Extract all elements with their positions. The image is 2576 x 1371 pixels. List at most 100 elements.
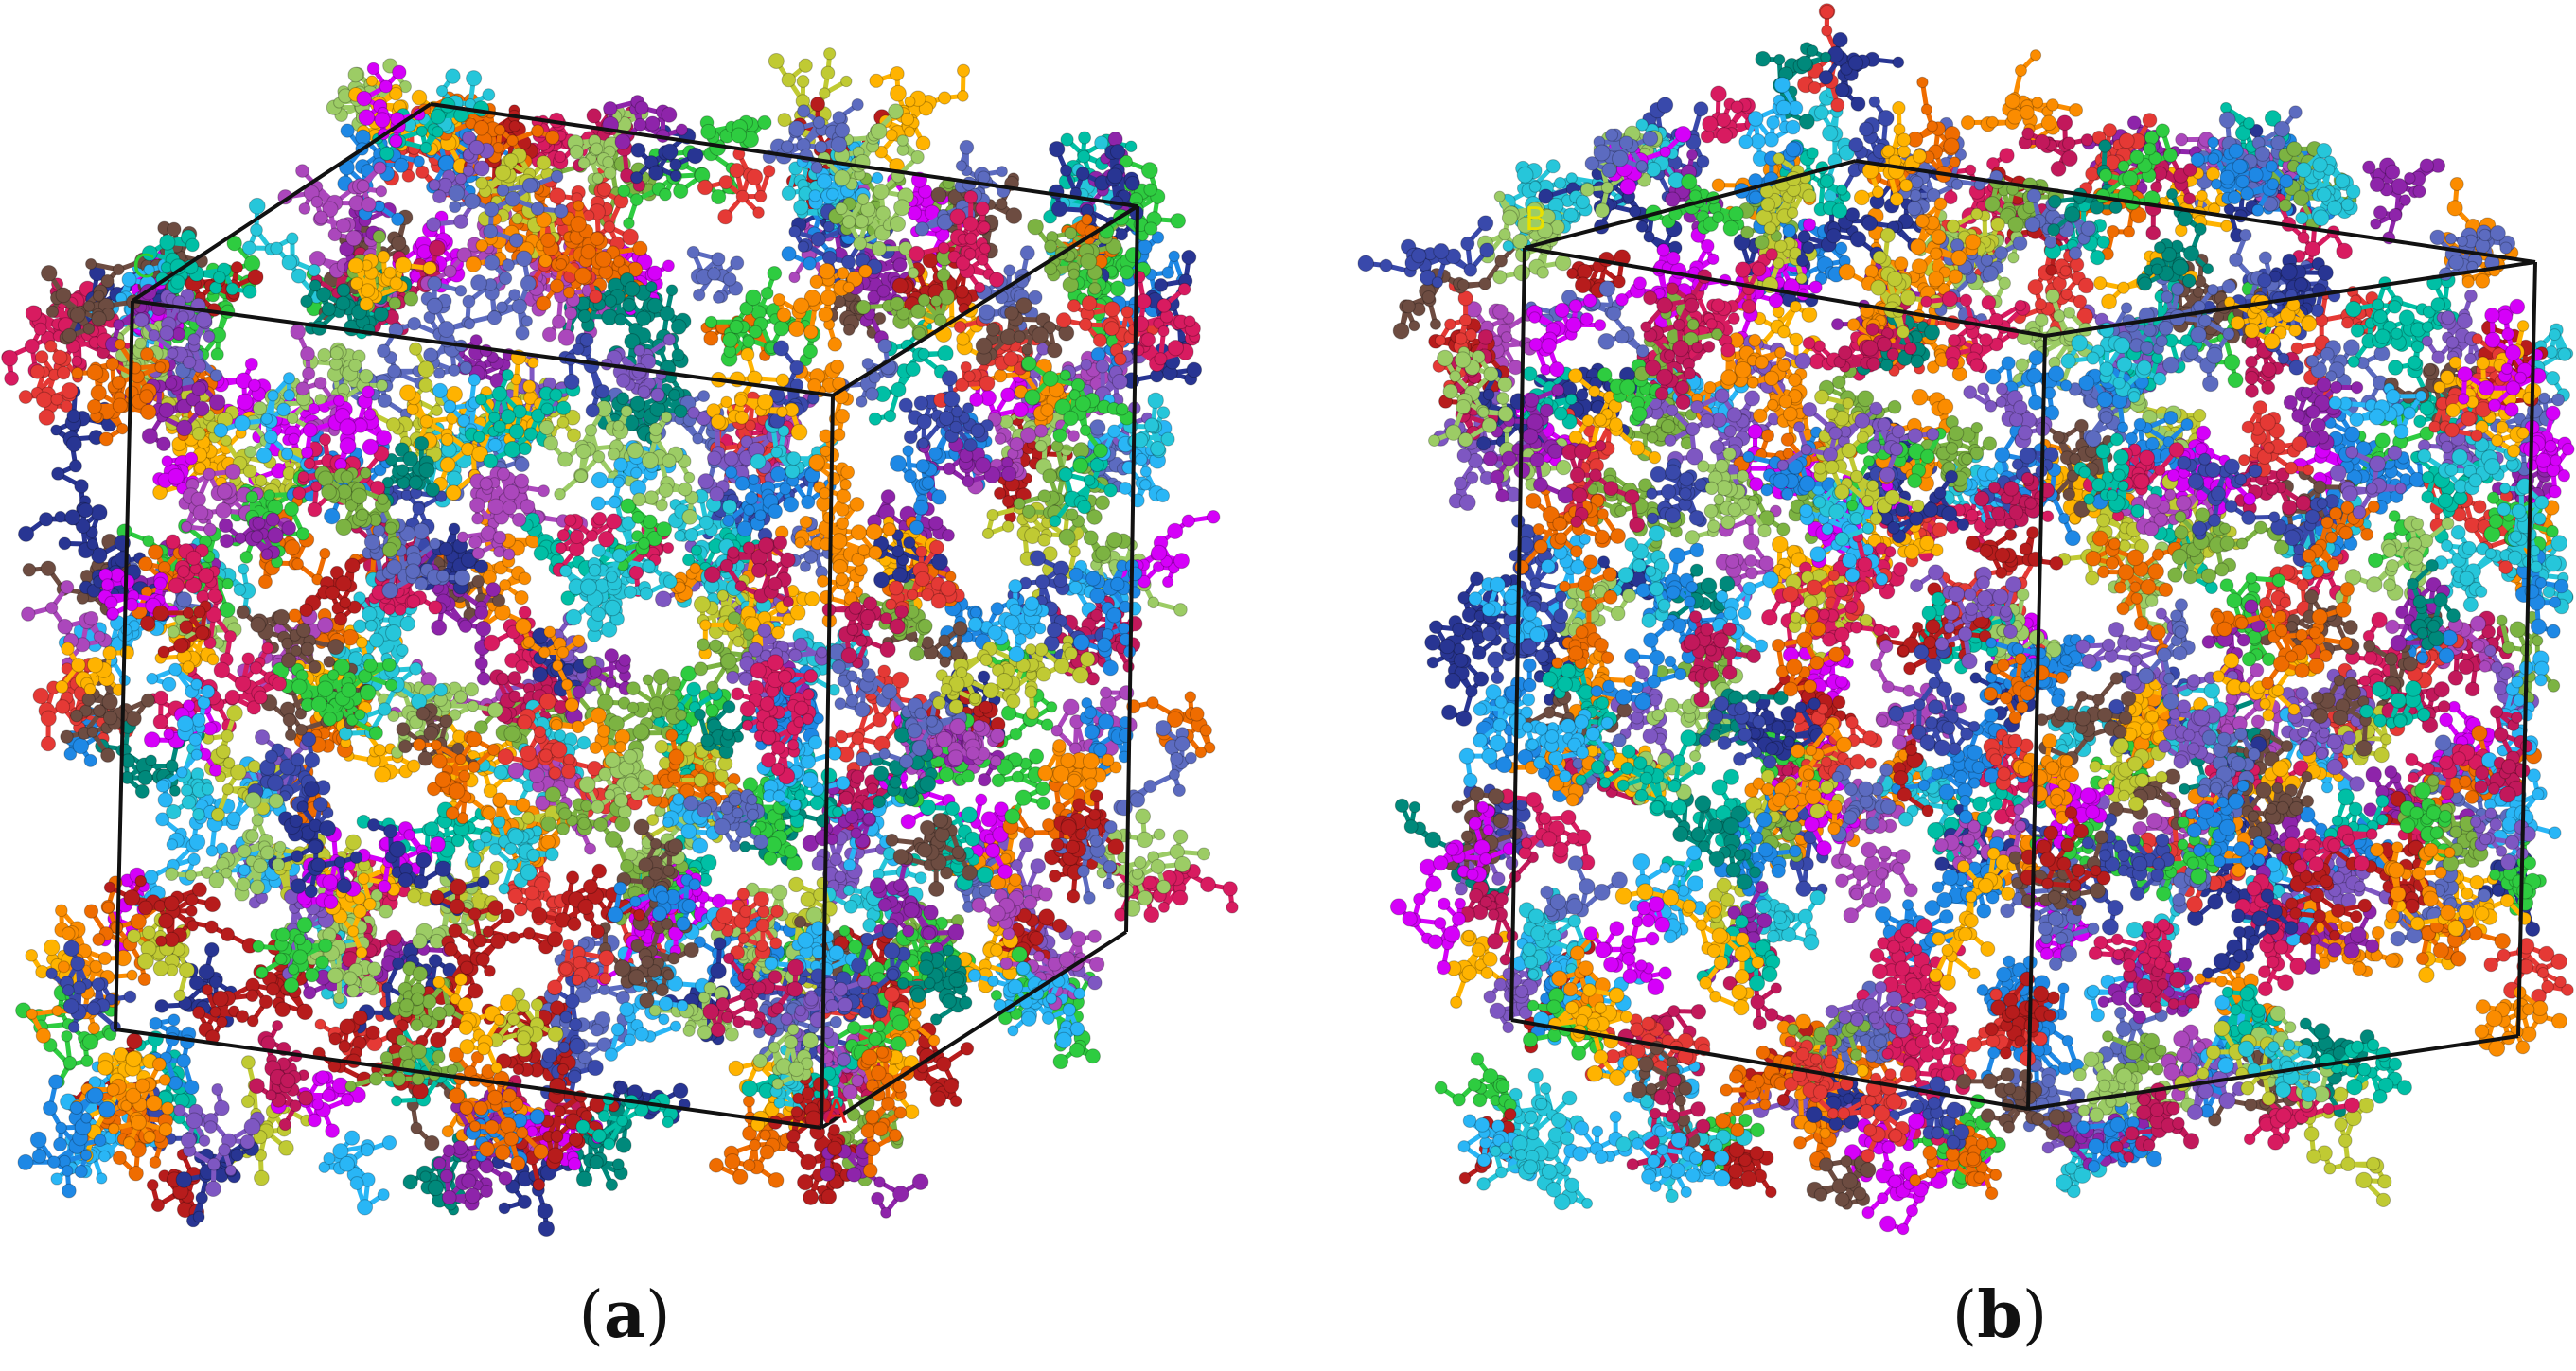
atom — [464, 682, 480, 697]
atom — [1041, 1011, 1055, 1025]
atom — [424, 1134, 440, 1151]
atom — [575, 1170, 593, 1188]
atom — [1055, 1031, 1072, 1049]
atom — [692, 432, 704, 445]
atom — [1001, 495, 1015, 508]
atom — [458, 619, 473, 634]
atom — [829, 852, 843, 867]
atom — [850, 827, 862, 839]
atom — [72, 737, 90, 755]
atom — [540, 835, 556, 850]
atom — [474, 657, 488, 671]
atom — [493, 765, 509, 781]
atom — [1007, 1025, 1019, 1037]
atom — [1168, 250, 1180, 262]
atom — [596, 182, 612, 197]
atom — [62, 1055, 78, 1070]
atom — [993, 486, 1007, 500]
atom — [605, 1178, 619, 1191]
atom — [1013, 401, 1029, 418]
atom — [1226, 901, 1239, 914]
atom — [450, 834, 465, 848]
atom — [537, 484, 550, 498]
atom — [1040, 403, 1054, 417]
atom — [1009, 727, 1023, 741]
atom — [883, 409, 897, 423]
atom — [1034, 439, 1048, 453]
atom — [486, 701, 503, 718]
atom — [944, 1078, 960, 1094]
atom — [175, 591, 193, 608]
atom — [655, 590, 672, 608]
atom — [1124, 140, 1138, 153]
atom — [428, 239, 446, 257]
atom — [805, 906, 823, 924]
atom — [788, 876, 804, 893]
atom — [538, 1220, 556, 1238]
atom — [81, 1033, 99, 1050]
atom — [182, 660, 195, 674]
atom — [146, 1178, 159, 1191]
atom — [1078, 131, 1092, 145]
atom — [949, 1095, 962, 1108]
atom — [1069, 1021, 1085, 1037]
atom — [507, 888, 524, 905]
atom — [905, 361, 921, 378]
atom — [524, 885, 540, 901]
atom — [514, 590, 529, 606]
atom — [471, 574, 485, 589]
atom — [840, 75, 853, 88]
atom — [589, 1154, 604, 1170]
atom — [842, 324, 856, 336]
atom — [868, 412, 882, 426]
atom — [927, 1034, 941, 1047]
atom — [518, 606, 532, 620]
atom — [483, 634, 501, 652]
atom — [842, 858, 856, 872]
atom — [1077, 149, 1091, 164]
atom — [872, 712, 888, 728]
atom — [1000, 387, 1015, 403]
atom — [635, 310, 652, 326]
atom — [788, 272, 801, 284]
atom — [374, 765, 391, 783]
atom — [513, 902, 528, 917]
atom — [498, 1202, 511, 1215]
atom — [612, 255, 626, 268]
atom — [476, 672, 491, 686]
atom — [489, 860, 504, 875]
atom — [1161, 266, 1175, 279]
atom — [777, 113, 792, 128]
atom — [503, 725, 520, 743]
atom — [993, 369, 1008, 383]
atom — [1157, 901, 1170, 913]
panel-a: C A (a) — [1, 47, 1239, 1353]
atom — [1085, 1048, 1101, 1064]
atom — [244, 357, 258, 371]
atom — [615, 1136, 632, 1153]
atom — [757, 114, 772, 131]
atom — [916, 413, 932, 430]
atom — [427, 1179, 445, 1197]
atom — [254, 1169, 270, 1186]
atom — [803, 550, 819, 565]
atom — [63, 747, 78, 761]
atom — [521, 811, 536, 825]
atom — [962, 402, 975, 414]
atom — [254, 474, 268, 487]
atom — [248, 378, 261, 392]
atom — [622, 297, 637, 313]
atom — [979, 884, 993, 898]
atom — [485, 582, 502, 598]
atom — [898, 397, 913, 413]
atom — [843, 899, 858, 914]
atom — [508, 690, 521, 703]
atom — [80, 1054, 94, 1068]
atom — [960, 1041, 975, 1056]
atom — [150, 1198, 166, 1213]
atom — [820, 65, 836, 80]
atom — [603, 220, 616, 234]
atom — [515, 659, 530, 674]
atom — [866, 782, 879, 795]
atom — [835, 729, 848, 744]
